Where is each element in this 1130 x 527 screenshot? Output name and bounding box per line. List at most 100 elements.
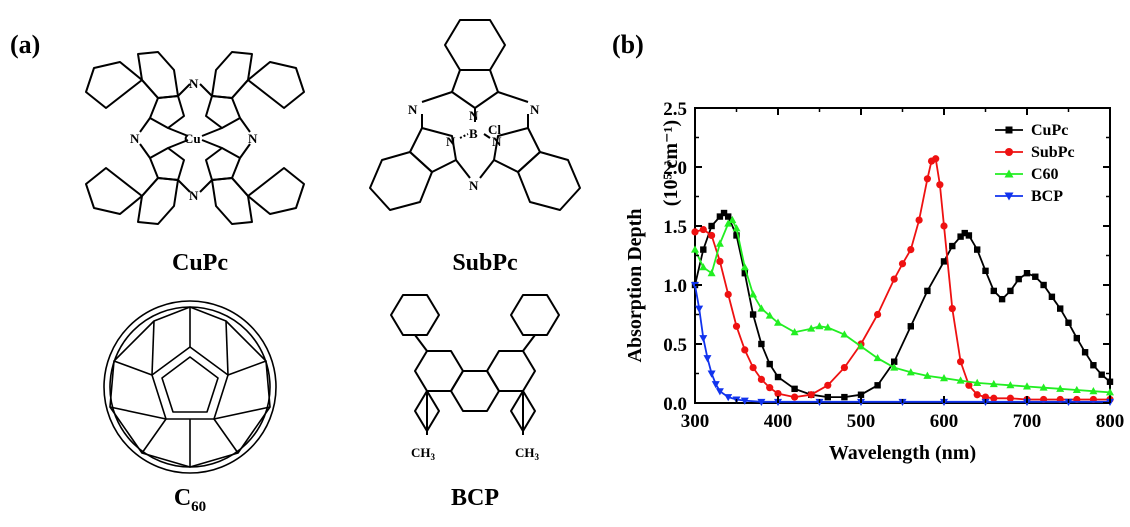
y-axis-title: Absorption Depth <box>624 209 646 363</box>
data-point-cupc <box>1081 349 1089 356</box>
data-point-cupc <box>1040 281 1047 289</box>
bcp-methyl-right: CH3 <box>515 445 540 462</box>
data-point-subpc <box>749 364 757 372</box>
subpc-cl-atom: Cl <box>488 122 501 137</box>
data-point-c60 <box>774 318 782 326</box>
data-point-subpc <box>1006 394 1014 402</box>
data-point-subpc <box>732 322 741 330</box>
data-point-subpc <box>890 275 898 283</box>
data-point-c60 <box>823 323 832 331</box>
absorption-chart: 300 400 500 600 700 800 0.0 0.5 1.0 1.5 2.0 2.5 Wave… <box>624 99 1124 464</box>
data-point-subpc <box>990 394 998 402</box>
data-point-c60 <box>906 368 915 376</box>
data-point-c60 <box>740 263 749 271</box>
data-point-cupc <box>1057 305 1064 312</box>
data-point-cupc <box>940 258 948 265</box>
x-tick-label: 600 <box>930 411 959 432</box>
data-point-subpc <box>965 381 973 389</box>
x-axis-title: Wavelength (nm) <box>829 442 976 464</box>
data-point-c60 <box>840 330 849 338</box>
data-point-bcp <box>757 398 766 407</box>
subpc-structure: N N N N N N B Cl <box>369 19 581 211</box>
data-point-c60 <box>973 378 982 386</box>
data-point-c60 <box>873 353 882 362</box>
legend-label-cupc: CuPc <box>1031 122 1068 139</box>
data-point-cupc <box>961 229 968 237</box>
data-point-cupc <box>725 213 732 220</box>
data-point-cupc <box>907 323 914 330</box>
subpc-n-lower-left: N <box>446 134 456 149</box>
x-tick-label: 400 <box>764 411 793 432</box>
data-point-c60 <box>807 324 816 332</box>
data-point-bcp <box>707 370 716 378</box>
legend-label-c60: C60 <box>1031 166 1059 183</box>
data-point-c60 <box>989 379 998 388</box>
legend-label-bcp: BCP <box>1031 188 1063 205</box>
data-point-cupc <box>998 295 1006 303</box>
data-point-c60 <box>1039 383 1048 391</box>
data-point-subpc <box>741 346 749 354</box>
data-point-subpc <box>973 391 981 399</box>
data-point-cupc <box>1065 319 1072 326</box>
data-point-subpc <box>940 222 948 230</box>
data-point-c60 <box>940 374 948 382</box>
data-point-c60 <box>757 304 766 312</box>
y-tick-label: 0.5 <box>663 335 687 356</box>
y-tick-label: 2.5 <box>663 99 687 120</box>
c60-label: C60 <box>173 485 207 515</box>
legend-marker-subpc <box>1005 148 1013 156</box>
data-point-c60 <box>724 219 733 227</box>
data-point-cupc <box>1007 287 1014 295</box>
y-tick-label: 0.0 <box>663 394 687 415</box>
data-point-bcp <box>740 397 749 405</box>
data-point-c60 <box>715 239 724 247</box>
data-point-cupc <box>841 393 848 401</box>
data-point-cupc <box>824 393 831 401</box>
bcp-label: BCP <box>451 485 499 511</box>
data-point-c60 <box>1023 382 1031 390</box>
data-point-cupc <box>990 287 997 295</box>
data-point-cupc <box>1098 371 1105 378</box>
data-point-bcp <box>711 381 720 389</box>
subpc-n-top: N <box>469 108 479 123</box>
data-point-cupc <box>982 267 989 275</box>
data-point-cupc <box>857 391 865 398</box>
data-point-cupc <box>1073 334 1080 342</box>
x-tick-label: 500 <box>847 411 876 432</box>
cupc-label: CuPc <box>172 250 228 276</box>
data-point-cupc <box>949 242 956 250</box>
x-tick-label: 300 <box>681 411 710 432</box>
data-point-subpc <box>923 175 931 183</box>
data-point-subpc <box>774 389 782 398</box>
bcp-structure: CH3 CH3 <box>390 294 560 462</box>
data-point-subpc <box>807 391 815 399</box>
y-tick-label: 1.5 <box>663 217 687 238</box>
panel-a-label: (a) <box>10 30 41 59</box>
data-point-cupc <box>741 270 748 277</box>
data-point-subpc <box>716 257 724 265</box>
data-point-subpc <box>957 358 965 366</box>
data-point-c60 <box>765 311 774 319</box>
data-point-subpc <box>766 384 774 392</box>
cupc-n-left: N <box>130 131 140 146</box>
data-point-c60 <box>890 363 899 371</box>
data-point-bcp <box>695 305 704 313</box>
data-point-c60 <box>1106 388 1114 396</box>
data-point-cupc <box>720 209 728 217</box>
panel-b-label: (b) <box>612 30 644 59</box>
legend-marker-c60 <box>1004 169 1014 178</box>
data-point-cupc <box>700 246 707 253</box>
data-point-subpc <box>948 305 956 313</box>
cupc-cu-atom: Cu <box>184 131 201 146</box>
data-point-c60 <box>1006 381 1015 389</box>
data-point-subpc <box>936 181 944 189</box>
data-point-subpc <box>874 310 882 319</box>
subpc-label: SubPc <box>452 250 518 276</box>
series-c60 <box>691 215 1114 396</box>
c60-structure <box>103 300 277 474</box>
data-point-subpc <box>932 155 940 163</box>
cupc-n-bottom: N <box>189 188 199 203</box>
subpc-n-right: N <box>530 102 540 117</box>
data-point-cupc <box>766 360 773 368</box>
data-point-cupc <box>774 373 782 381</box>
